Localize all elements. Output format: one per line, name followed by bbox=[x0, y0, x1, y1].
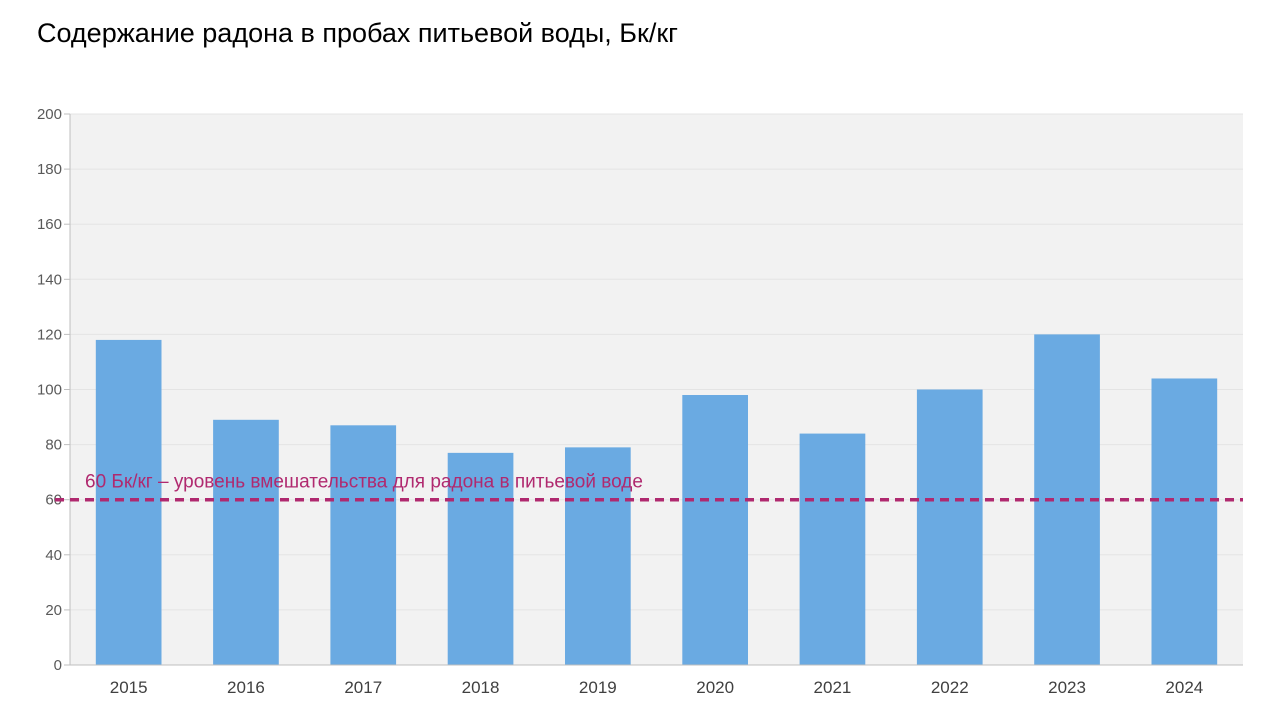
chart-title: Содержание радона в пробах питьевой воды… bbox=[37, 18, 678, 48]
bar bbox=[916, 389, 983, 665]
bars bbox=[95, 334, 1218, 665]
x-tick-label: 2020 bbox=[696, 678, 734, 697]
y-tick-label: 100 bbox=[37, 382, 62, 399]
y-tick-label: 60 bbox=[45, 492, 62, 509]
bar bbox=[330, 425, 397, 665]
x-tick-label: 2023 bbox=[1048, 678, 1086, 697]
x-tick-label: 2016 bbox=[227, 678, 265, 697]
y-tick-label: 0 bbox=[54, 657, 62, 674]
y-tick-label: 200 bbox=[37, 106, 62, 123]
bar bbox=[799, 433, 866, 665]
y-tick-label: 120 bbox=[37, 326, 62, 343]
x-tick-label: 2018 bbox=[462, 678, 500, 697]
x-tick-label: 2017 bbox=[344, 678, 382, 697]
x-tick-label: 2022 bbox=[931, 678, 969, 697]
y-tick-label: 20 bbox=[45, 602, 62, 619]
bar bbox=[565, 447, 631, 665]
x-tick-label: 2019 bbox=[579, 678, 617, 697]
y-tick-label: 180 bbox=[37, 161, 62, 178]
bar bbox=[682, 395, 748, 665]
x-axis: 2015 2016 2017 2018 2019 2020 2021 2022 2023 2024 bbox=[70, 664, 1243, 697]
y-axis: 0 20 40 60 80 100 120 140 160 180 200 bbox=[37, 106, 71, 674]
y-tick-label: 40 bbox=[45, 547, 62, 564]
bar bbox=[1151, 378, 1218, 665]
x-tick-label: 2015 bbox=[110, 678, 148, 697]
bar bbox=[447, 452, 514, 665]
reference-line-group: 60 Бк/кг – уровень вмешательства для рад… bbox=[55, 472, 1243, 502]
reference-line-label: 60 Бк/кг – уровень вмешательства для рад… bbox=[85, 472, 643, 493]
y-tick-label: 80 bbox=[45, 437, 62, 454]
bar bbox=[95, 339, 162, 665]
y-tick-label: 140 bbox=[37, 271, 62, 288]
x-tick-label: 2021 bbox=[814, 678, 852, 697]
bar bbox=[213, 419, 279, 665]
x-tick-label: 2024 bbox=[1165, 678, 1203, 697]
y-tick-label: 160 bbox=[37, 216, 62, 233]
